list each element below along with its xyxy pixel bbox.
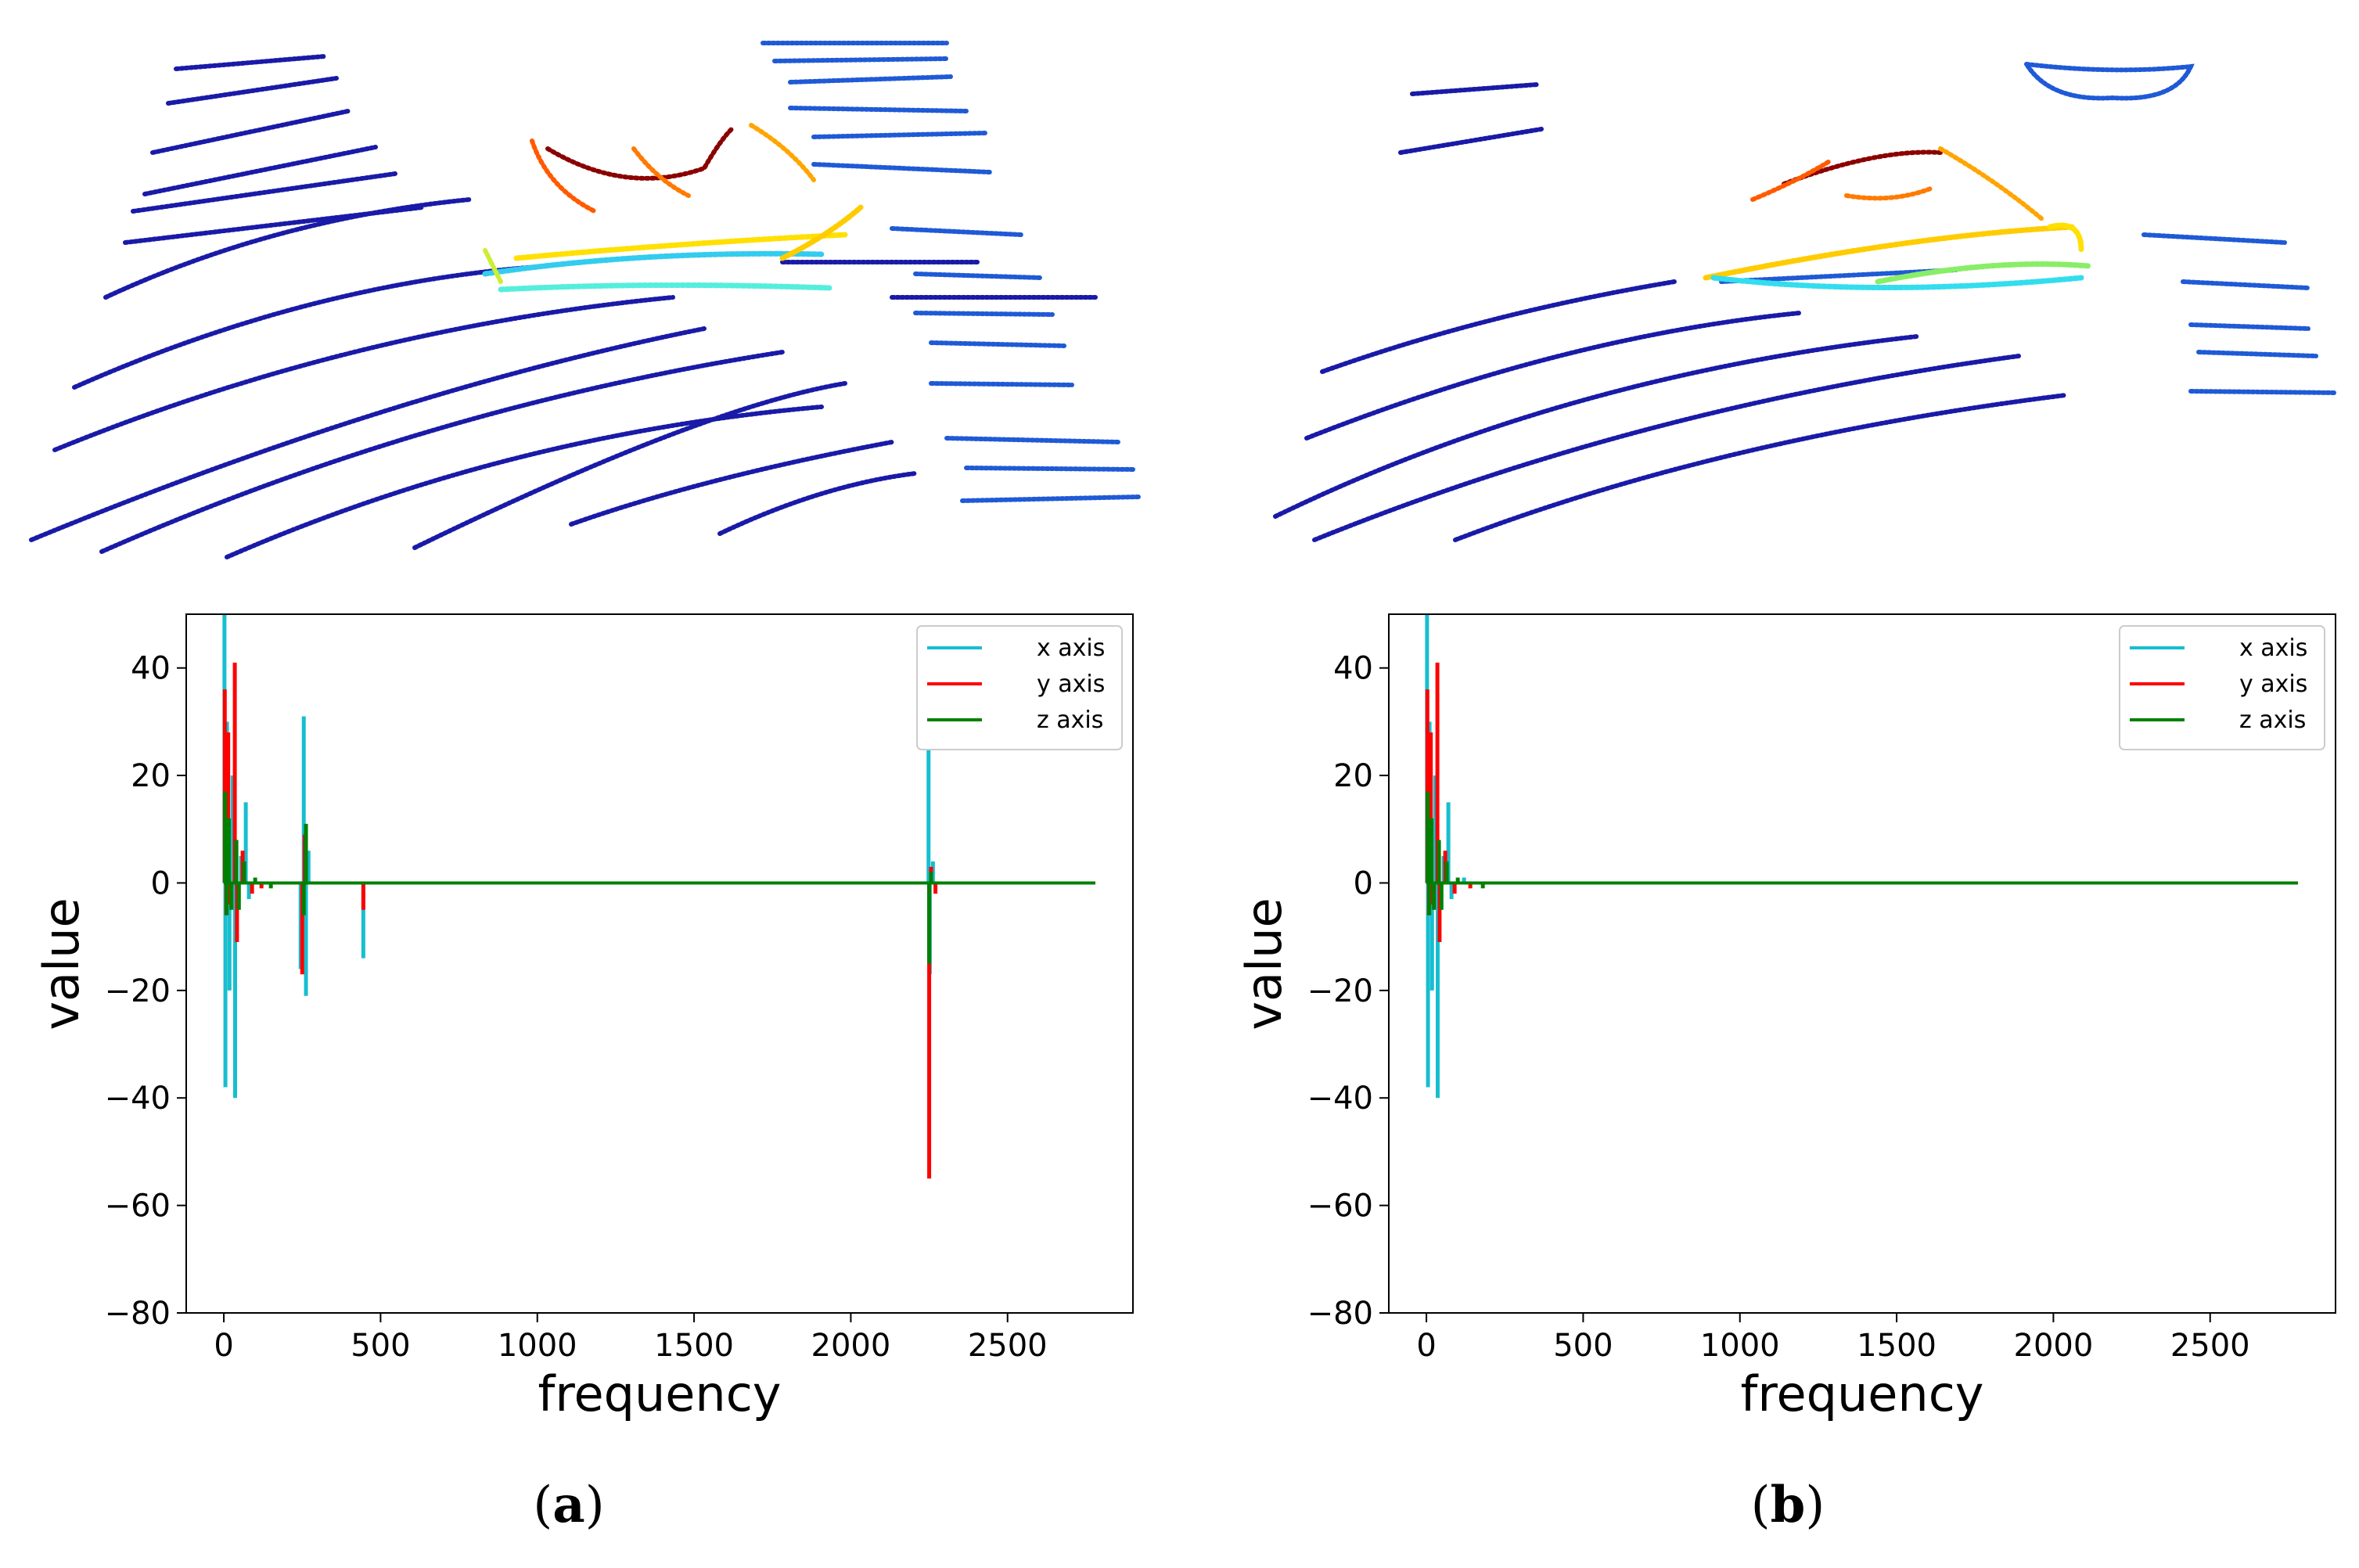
- chart-b-xtick-label: 0: [1416, 1328, 1436, 1364]
- chart-b-ytick-label: −40: [1307, 1081, 1373, 1117]
- chart-a-ytick-label: 20: [131, 758, 171, 794]
- chart-b-xtick-label: 2500: [2170, 1328, 2250, 1364]
- chart-b-frame: [1388, 613, 2336, 1314]
- chart-a-xticks: 0 500 1000 1500 2000 2500: [214, 1313, 1048, 1364]
- chart-b-ylabel: value: [1235, 897, 1293, 1030]
- chart-a-legend-z-label: z axis: [1037, 707, 1103, 734]
- point-cloud-a: [29, 41, 1141, 559]
- chart-b-legend: x axis y axis z axis: [2119, 625, 2325, 750]
- chart-a-ytick-label: −60: [105, 1189, 171, 1225]
- chart-a-yticks: 40 20 0 −20 −40 −60 −80: [105, 651, 186, 1332]
- chart-a-frame: [185, 613, 1134, 1314]
- chart-b-xtick-label: 500: [1553, 1328, 1613, 1364]
- chart-a-ytick-label: −40: [105, 1081, 171, 1117]
- chart-a: 0 500 1000 1500 2000 2500 40 20 0 −20 −40 −60 −80 f…: [33, 613, 1134, 1422]
- chart-b: 0 500 1000 1500 2000 2500 40 20 0 −20 −40 −60 −80 f…: [1235, 613, 2336, 1422]
- chart-b-xtick-label: 2000: [2014, 1328, 2094, 1364]
- chart-a-legend-x-label: x axis: [1037, 635, 1105, 662]
- chart-a-xtick-label: 1000: [498, 1328, 577, 1364]
- chart-b-xticks: 0 500 1000 1500 2000 2500: [1416, 1313, 2250, 1364]
- chart-b-legend-z-label: z axis: [2239, 707, 2306, 734]
- chart-a-lines: [222, 614, 1095, 1179]
- point-cloud-b: [1273, 62, 2338, 542]
- chart-b-xtick-label: 1000: [1700, 1328, 1780, 1364]
- caption-a: (a): [533, 1476, 604, 1534]
- chart-a-xtick-label: 2000: [811, 1328, 891, 1364]
- chart-b-xlabel: frequency: [1741, 1365, 1984, 1422]
- chart-b-legend-y-label: y axis: [2239, 671, 2307, 698]
- chart-a-legend: x axis y axis z axis: [916, 625, 1123, 750]
- chart-a-ytick-label: 40: [131, 651, 171, 687]
- caption-b: (b): [1751, 1476, 1825, 1534]
- chart-b-lines: [1425, 614, 2298, 1099]
- chart-a-series-z-axis: [223, 791, 1095, 964]
- chart-b-ytick-label: 40: [1333, 651, 1373, 687]
- chart-b-ytick-label: −20: [1307, 973, 1373, 1009]
- chart-b-series-z-axis: [1426, 791, 2298, 915]
- chart-a-ylabel: value: [33, 897, 90, 1030]
- chart-a-ytick-label: −20: [105, 973, 171, 1009]
- chart-a-xlabel: frequency: [538, 1365, 782, 1422]
- chart-a-xtick-label: 500: [351, 1328, 410, 1364]
- chart-b-ytick-label: 20: [1333, 758, 1373, 794]
- chart-b-xtick-label: 1500: [1857, 1328, 1936, 1364]
- chart-a-xtick-label: 0: [214, 1328, 233, 1364]
- chart-b-legend-x-label: x axis: [2239, 635, 2307, 662]
- chart-a-xtick-label: 2500: [968, 1328, 1048, 1364]
- chart-b-ytick-label: −80: [1307, 1296, 1373, 1332]
- chart-a-xtick-label: 1500: [654, 1328, 734, 1364]
- chart-a-legend-y-label: y axis: [1037, 671, 1105, 698]
- chart-a-ytick-label: −80: [105, 1296, 171, 1332]
- chart-b-ytick-label: 0: [1354, 865, 1373, 901]
- chart-a-ytick-label: 0: [151, 865, 171, 901]
- chart-b-yticks: 40 20 0 −20 −40 −60 −80: [1307, 651, 1389, 1332]
- chart-b-ytick-label: −60: [1307, 1189, 1373, 1225]
